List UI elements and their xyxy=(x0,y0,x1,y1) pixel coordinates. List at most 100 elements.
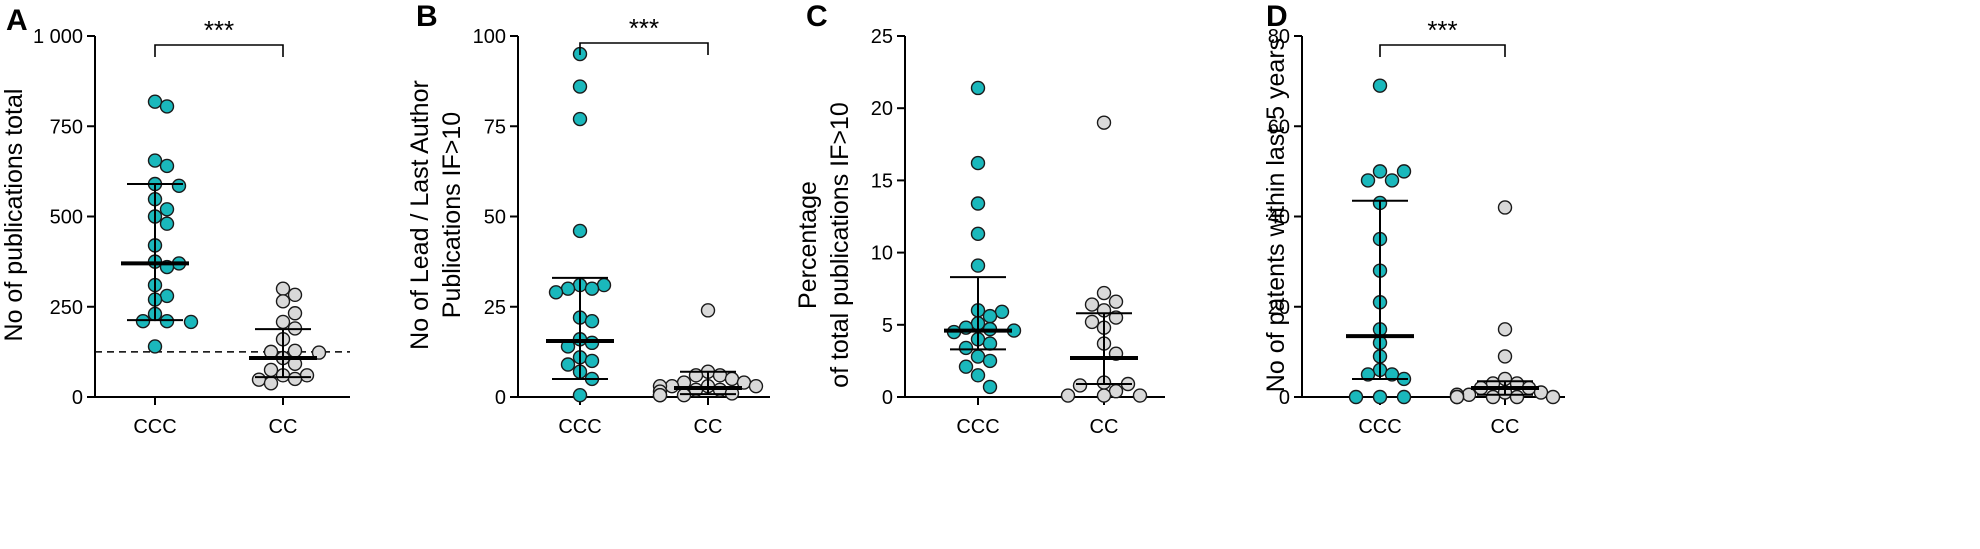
data-point xyxy=(1372,78,1388,93)
y-tick-label: 40 xyxy=(1268,207,1290,229)
data-point xyxy=(1509,389,1525,405)
y-tick-label: 75 xyxy=(484,116,506,138)
data-point xyxy=(970,196,986,211)
data-point xyxy=(263,362,279,378)
data-point xyxy=(572,223,588,239)
data-point xyxy=(1096,115,1112,130)
y-tick-label: 100 xyxy=(473,26,506,48)
data-point xyxy=(982,379,998,395)
data-point xyxy=(748,378,764,394)
data-point xyxy=(1072,378,1088,393)
data-point xyxy=(159,288,175,304)
data-point xyxy=(1096,285,1112,301)
x-tick-label: CCC xyxy=(133,416,176,438)
x-tick-label: CC xyxy=(269,416,298,438)
data-point xyxy=(596,277,612,293)
data-point xyxy=(1096,388,1112,403)
significance-bracket xyxy=(579,42,709,55)
data-point xyxy=(1132,388,1148,403)
data-point xyxy=(724,371,740,387)
data-point xyxy=(299,368,315,383)
data-point xyxy=(560,357,576,372)
data-point xyxy=(584,313,600,329)
data-point xyxy=(1372,164,1388,179)
data-point xyxy=(287,371,303,387)
y-tick-label: 10 xyxy=(871,243,893,265)
data-point xyxy=(159,99,175,114)
data-point xyxy=(560,281,576,296)
y-tick-label: 25 xyxy=(484,297,506,319)
data-point xyxy=(1372,389,1388,405)
data-point xyxy=(982,308,998,324)
y-axis-title: No of Lead / Last Author xyxy=(406,80,434,350)
data-point xyxy=(970,155,986,171)
panel-letter: B xyxy=(416,0,438,33)
panel-letter: A xyxy=(6,4,28,37)
data-point xyxy=(958,359,974,374)
data-point xyxy=(970,80,986,96)
data-point xyxy=(1497,200,1513,215)
panel-letter: D xyxy=(1266,0,1288,33)
data-point xyxy=(287,343,303,358)
data-point xyxy=(1396,389,1412,405)
data-point xyxy=(135,313,151,329)
data-point xyxy=(1360,173,1376,188)
data-point xyxy=(652,387,668,403)
y-tick-label: 750 xyxy=(50,116,83,138)
y-tick-label: 0 xyxy=(882,387,893,409)
data-point xyxy=(147,339,163,354)
data-point xyxy=(1060,388,1076,403)
y-axis-title: No of publications total xyxy=(0,89,28,342)
data-point xyxy=(982,336,998,351)
data-point xyxy=(572,79,588,94)
data-point xyxy=(1084,297,1100,312)
data-point xyxy=(263,376,279,391)
data-point xyxy=(970,368,986,383)
data-point xyxy=(572,387,588,403)
data-point xyxy=(572,111,588,127)
y-tick-label: 20 xyxy=(1268,297,1290,319)
data-point xyxy=(958,340,974,356)
data-point xyxy=(1348,389,1364,405)
data-point xyxy=(1449,389,1465,405)
significance-label: *** xyxy=(629,13,659,43)
panel-letter: C xyxy=(806,0,828,33)
significance-label: *** xyxy=(1427,15,1457,45)
data-point xyxy=(1497,349,1513,364)
data-point xyxy=(584,281,600,296)
data-point xyxy=(584,353,600,369)
x-tick-label: CC xyxy=(694,416,723,438)
data-point xyxy=(1461,387,1477,402)
data-point xyxy=(1485,389,1501,405)
data-point xyxy=(676,387,692,403)
x-tick-label: CC xyxy=(1090,416,1119,438)
y-tick-label: 0 xyxy=(72,387,83,409)
y-tick-label: 500 xyxy=(50,207,83,229)
x-tick-label: CCC xyxy=(1358,416,1401,438)
data-point xyxy=(970,349,986,364)
data-point xyxy=(251,372,267,387)
significance-bracket xyxy=(1379,44,1506,57)
data-point xyxy=(287,306,303,321)
y-tick-label: 25 xyxy=(871,26,893,48)
data-point xyxy=(700,303,716,318)
y-tick-label: 15 xyxy=(871,170,893,192)
y-tick-label: 60 xyxy=(1268,116,1290,138)
y-tick-label: 50 xyxy=(484,207,506,229)
data-point xyxy=(1384,173,1400,188)
data-point xyxy=(1108,294,1124,309)
y-axis-title: Percentage xyxy=(794,181,822,309)
data-point xyxy=(159,158,175,174)
data-point xyxy=(970,226,986,242)
data-point xyxy=(970,258,986,273)
data-point xyxy=(275,281,291,296)
significance-bracket xyxy=(154,44,284,57)
data-point xyxy=(159,202,175,217)
data-point xyxy=(147,94,163,109)
data-point xyxy=(183,314,199,330)
